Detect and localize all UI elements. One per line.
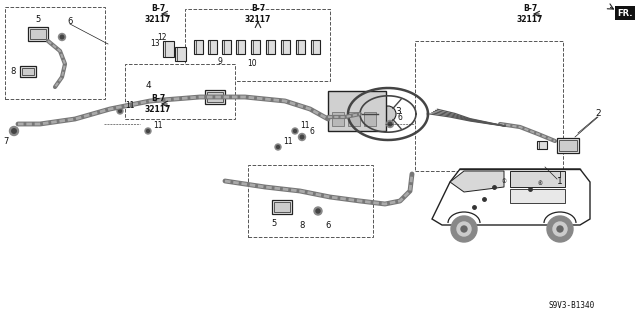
Text: ①: ① — [502, 179, 507, 184]
Text: B-7
32117: B-7 32117 — [145, 4, 171, 24]
Text: 11: 11 — [300, 121, 310, 130]
Text: 6: 6 — [67, 17, 73, 26]
Circle shape — [292, 128, 298, 134]
Circle shape — [275, 144, 281, 150]
Text: B-7
32117: B-7 32117 — [245, 4, 271, 24]
Bar — [185, 9, 330, 81]
Bar — [207, 40, 216, 54]
Bar — [5, 7, 105, 99]
Bar — [310, 40, 319, 54]
Circle shape — [12, 129, 16, 133]
Bar — [559, 139, 577, 151]
Text: B-7
32117: B-7 32117 — [517, 4, 543, 24]
Bar — [250, 40, 259, 54]
Bar — [266, 40, 275, 54]
Circle shape — [314, 207, 322, 215]
Bar — [163, 41, 173, 57]
Bar — [274, 202, 290, 212]
Circle shape — [553, 222, 567, 236]
Text: 11: 11 — [125, 100, 135, 109]
Bar — [221, 40, 230, 54]
Bar — [248, 165, 373, 237]
Circle shape — [298, 133, 305, 140]
Bar — [236, 40, 244, 54]
Circle shape — [58, 33, 65, 41]
Circle shape — [60, 35, 64, 39]
Text: FR.: FR. — [617, 9, 633, 18]
Text: 6: 6 — [397, 114, 403, 122]
Bar — [20, 65, 36, 77]
Text: 11: 11 — [284, 137, 292, 145]
Bar — [415, 41, 563, 171]
Bar — [348, 112, 360, 126]
Text: ⑥: ⑥ — [538, 181, 543, 186]
Polygon shape — [450, 171, 504, 192]
Bar — [175, 47, 186, 61]
Text: 13: 13 — [150, 40, 160, 48]
Circle shape — [117, 108, 123, 114]
Bar — [205, 90, 225, 104]
Bar — [328, 91, 386, 131]
Polygon shape — [510, 171, 565, 187]
Text: B-7
32117: B-7 32117 — [145, 94, 171, 114]
Text: 1: 1 — [557, 176, 563, 186]
Circle shape — [457, 222, 471, 236]
Bar — [280, 40, 289, 54]
Text: 5: 5 — [271, 219, 276, 227]
Circle shape — [547, 216, 573, 242]
Circle shape — [147, 130, 150, 132]
Text: 7: 7 — [3, 137, 9, 145]
Circle shape — [276, 145, 280, 149]
Circle shape — [118, 109, 122, 113]
Text: 8: 8 — [300, 220, 305, 229]
Bar — [272, 200, 292, 214]
Circle shape — [300, 135, 304, 139]
Bar — [296, 40, 305, 54]
Text: 2: 2 — [595, 109, 601, 118]
Bar — [510, 189, 565, 203]
Bar — [193, 40, 202, 54]
Text: 10: 10 — [247, 58, 257, 68]
Bar — [125, 64, 235, 119]
Circle shape — [294, 130, 296, 132]
Circle shape — [387, 121, 394, 128]
Circle shape — [557, 226, 563, 232]
Text: 4: 4 — [145, 81, 151, 91]
Bar — [332, 112, 344, 126]
Circle shape — [461, 226, 467, 232]
Text: 5: 5 — [35, 14, 40, 24]
Text: 3: 3 — [395, 107, 401, 115]
Circle shape — [380, 106, 396, 122]
Circle shape — [316, 209, 320, 213]
Text: 12: 12 — [157, 33, 167, 41]
Circle shape — [388, 122, 392, 126]
Text: S9V3-B1340: S9V3-B1340 — [549, 300, 595, 309]
Bar — [364, 112, 376, 126]
Bar — [207, 92, 223, 102]
Circle shape — [10, 127, 19, 136]
Circle shape — [145, 128, 151, 134]
Text: 8: 8 — [10, 66, 16, 76]
Bar — [30, 29, 46, 39]
Text: 6: 6 — [310, 127, 314, 136]
Circle shape — [451, 216, 477, 242]
Bar — [28, 27, 48, 41]
Text: 6: 6 — [325, 220, 331, 229]
Bar — [537, 141, 547, 149]
Polygon shape — [432, 169, 590, 225]
Bar — [557, 137, 579, 152]
Text: 11: 11 — [153, 121, 163, 130]
Bar — [22, 68, 34, 75]
Text: 9: 9 — [218, 56, 223, 65]
